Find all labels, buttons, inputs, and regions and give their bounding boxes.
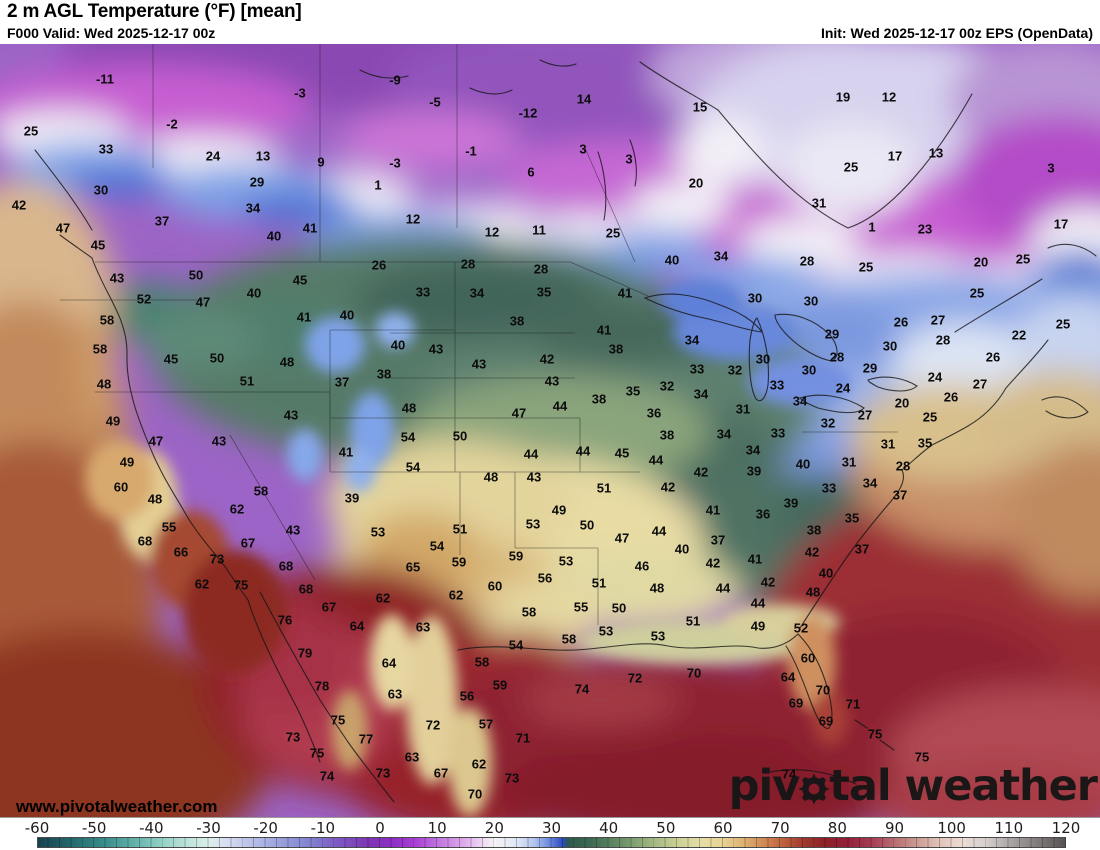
logo-text-right: tal weather xyxy=(829,761,1098,811)
gear-icon xyxy=(797,772,831,806)
colorbar-tick-label: -50 xyxy=(81,819,107,837)
watermark: www.pivotalweather.com xyxy=(16,797,218,816)
colorbar-tick-label: 120 xyxy=(1051,819,1081,837)
colorbar-tick-label: 110 xyxy=(994,819,1024,837)
init-time-label: Init: Wed 2025-12-17 00z EPS (OpenData) xyxy=(820,25,1093,41)
colorbar-tick-label: 10 xyxy=(427,819,447,837)
colorbar-tick-label: -10 xyxy=(310,819,336,837)
colorbar-tick-label: -30 xyxy=(196,819,221,837)
colorbar-tick-label: 0 xyxy=(375,819,385,837)
coastlines xyxy=(34,59,1097,803)
colorbar-tick-label: 100 xyxy=(937,819,966,837)
colorbar-tick-label: 20 xyxy=(484,819,504,837)
colorbar-tick-label: -40 xyxy=(139,819,164,837)
colorbar-tick-label: 50 xyxy=(656,819,676,837)
map-bottom-border xyxy=(0,817,1100,818)
colorbar-tick-label: 80 xyxy=(827,819,847,837)
colorbar-gradient xyxy=(37,837,1066,848)
colorbar-tick-label: 90 xyxy=(884,819,905,837)
colorbar-tick-lines xyxy=(37,837,1066,848)
page-title: 2 m AGL Temperature (°F) [mean] xyxy=(7,1,302,22)
logo-text-left: piv xyxy=(728,761,801,811)
colorbar-tick-label: 30 xyxy=(541,819,562,837)
pivotal-weather-logo: piv tal weather xyxy=(728,761,1098,811)
colorbar-tick-row: -60 -50 -40 -30 -20 -10 0 10 20 30 40 50 60 70 80 90 100… xyxy=(0,818,1100,837)
state-borders xyxy=(60,44,898,625)
colorbar-tick-label: 70 xyxy=(770,819,790,837)
colorbar: -60 -50 -40 -30 -20 -10 0 10 20 30 40 50 60 70 80 90 100… xyxy=(0,818,1100,850)
colorbar-tick-label: 60 xyxy=(713,819,733,837)
colorbar-tick-label: 40 xyxy=(599,819,619,837)
valid-time-label: F000 Valid: Wed 2025-12-17 00z xyxy=(7,25,216,41)
header: 2 m AGL Temperature (°F) [mean] F000 Val… xyxy=(0,0,1100,44)
colorbar-tick-label: -60 xyxy=(24,819,50,837)
colorbar-tick-label: -20 xyxy=(253,819,278,837)
